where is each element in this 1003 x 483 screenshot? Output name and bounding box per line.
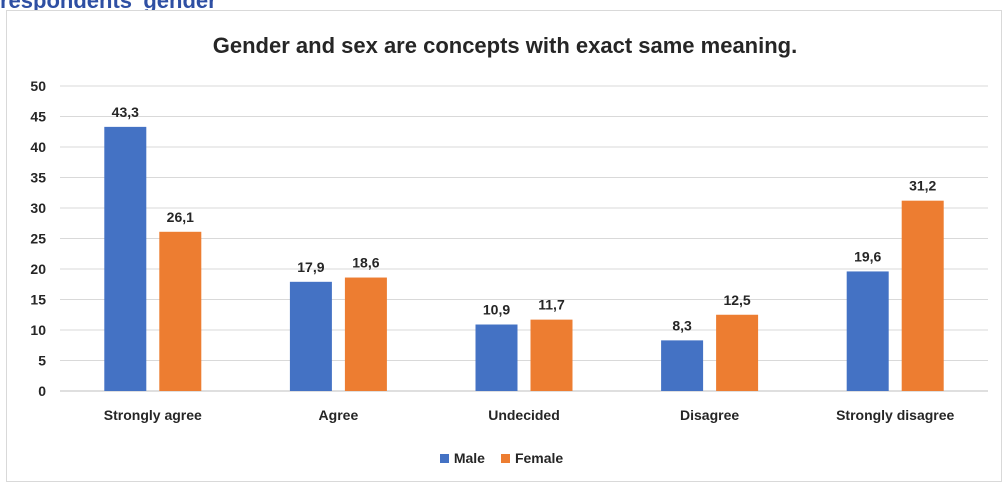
bar-female [716,315,758,391]
chart-legend: Male Female [0,450,1003,466]
legend-swatch-female [501,454,510,463]
x-tick-label: Strongly disagree [836,407,954,423]
data-label: 26,1 [167,209,194,225]
bar-female [902,201,944,391]
y-tick-label: 50 [30,78,46,94]
legend-item-female: Female [501,450,563,466]
legend-item-male: Male [440,450,485,466]
data-label: 43,3 [112,104,139,120]
y-tick-label: 0 [38,383,46,399]
data-label: 18,6 [352,255,379,271]
x-tick-label: Strongly agree [104,407,202,423]
data-label: 19,6 [854,248,881,264]
data-label: 10,9 [483,302,510,318]
y-tick-label: 10 [30,322,46,338]
legend-label-female: Female [515,450,563,466]
y-tick-label: 5 [38,353,46,369]
x-tick-label: Disagree [680,407,739,423]
x-tick-label: Agree [319,407,359,423]
data-label: 31,2 [909,178,936,194]
bar-male [476,325,518,391]
bar-male [847,271,889,391]
y-tick-label: 25 [30,231,46,247]
data-label: 11,7 [538,297,565,313]
bar-male [661,340,703,391]
data-label: 8,3 [672,317,692,333]
bar-male [104,127,146,391]
legend-swatch-male [440,454,449,463]
data-label: 17,9 [297,259,324,275]
y-tick-label: 20 [30,261,46,277]
bar-female [159,232,201,391]
y-tick-label: 40 [30,139,46,155]
y-tick-label: 35 [30,170,46,186]
x-tick-label: Undecided [488,407,560,423]
y-tick-label: 45 [30,109,46,125]
data-label: 12,5 [723,292,750,308]
bar-male [290,282,332,391]
bar-female [345,278,387,391]
y-tick-label: 15 [30,292,46,308]
legend-label-male: Male [454,450,485,466]
bar-female [531,320,573,391]
y-tick-label: 30 [30,200,46,216]
